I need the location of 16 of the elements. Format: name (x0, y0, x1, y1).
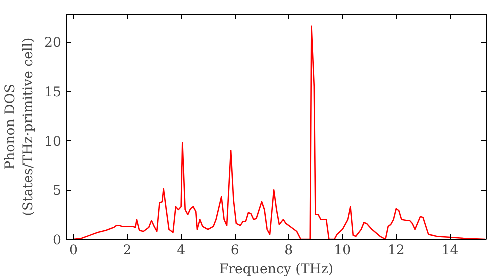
x-tick-label: 14 (442, 244, 459, 258)
x-tick-label: 4 (177, 244, 186, 258)
x-axis-title: Frequency (THz) (219, 262, 334, 278)
x-tick-label: 0 (70, 244, 78, 258)
y-tick-label: 10 (44, 134, 62, 150)
x-tick-label: 2 (123, 244, 132, 258)
line-series (73, 26, 486, 240)
y-tick-label: 5 (53, 184, 62, 200)
x-tick-label: 10 (334, 244, 352, 258)
x-tick-label: 6 (230, 244, 240, 258)
x-tick-label: 12 (388, 244, 405, 258)
y-axis-title: Phonon DOS (States/THz·primitive cell) (4, 38, 37, 216)
y-tick-label: 0 (53, 234, 62, 248)
x-tick-label: 8 (284, 244, 294, 258)
y-tick-label: 20 (44, 36, 62, 52)
y-tick-label: 15 (44, 85, 62, 100)
